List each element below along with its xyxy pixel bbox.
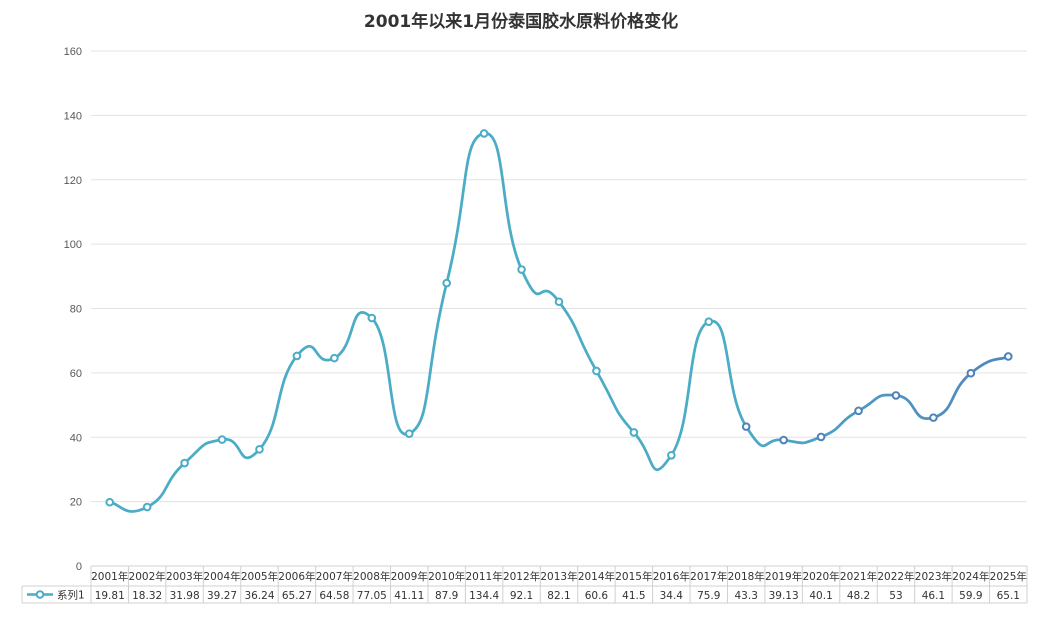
legend-series-name: 系列1 xyxy=(57,589,85,602)
data-point xyxy=(442,278,451,288)
x-category-label: 2017年 xyxy=(690,570,727,583)
data-value-label: 41.5 xyxy=(622,590,645,602)
x-category-label: 2003年 xyxy=(166,570,203,583)
data-point xyxy=(142,502,152,512)
data-value-label: 48.2 xyxy=(847,590,870,602)
data-value-label: 19.81 xyxy=(95,590,125,602)
data-point xyxy=(330,353,339,363)
x-category-label: 2004年 xyxy=(203,570,240,583)
data-value-label: 31.98 xyxy=(170,590,200,602)
data-value-label: 64.58 xyxy=(319,590,349,602)
data-value-label: 75.9 xyxy=(697,590,720,602)
x-category-label: 2009年 xyxy=(391,570,428,583)
x-category-label: 2010年 xyxy=(428,570,465,583)
data-point xyxy=(704,317,714,326)
data-value-label: 43.3 xyxy=(735,590,758,602)
data-point xyxy=(592,366,601,376)
x-category-label: 2012年 xyxy=(503,570,540,583)
x-category-label: 2018年 xyxy=(728,570,765,583)
x-category-label: 2013年 xyxy=(540,570,577,583)
data-value-label: 53 xyxy=(889,590,902,602)
x-category-label: 2022年 xyxy=(877,570,914,583)
data-point xyxy=(1003,352,1013,361)
y-tick-label: 0 xyxy=(76,561,82,573)
data-value-label: 46.1 xyxy=(922,590,945,602)
data-point xyxy=(517,265,526,274)
data-value-label: 40.1 xyxy=(809,590,832,602)
data-value-label: 134.4 xyxy=(469,590,499,602)
data-point xyxy=(629,428,639,437)
y-tick-label: 120 xyxy=(64,175,82,187)
legend-marker xyxy=(35,590,45,599)
y-axis: 0 20 40 60 80 100 120 140 160 xyxy=(64,46,82,573)
data-point xyxy=(854,406,863,416)
data-value-label: 77.05 xyxy=(357,590,387,602)
data-value-label: 65.1 xyxy=(997,590,1020,602)
data-point xyxy=(816,432,826,442)
x-category-label: 2008年 xyxy=(353,570,390,583)
data-value-label: 60.6 xyxy=(585,590,609,602)
y-tick-label: 20 xyxy=(70,497,82,509)
chart-title: 2001年以来1月份泰国胶水原料价格变化 xyxy=(364,11,678,32)
x-category-label: 2007年 xyxy=(316,570,353,583)
data-point xyxy=(105,497,115,507)
y-tick-label: 100 xyxy=(64,239,82,251)
data-point xyxy=(217,435,227,444)
x-category-label: 2020年 xyxy=(802,570,839,583)
data-value-label: 59.9 xyxy=(959,590,982,602)
data-point xyxy=(404,429,414,438)
data-value-label: 92.1 xyxy=(510,590,533,602)
data-points xyxy=(105,129,1013,512)
x-category-label: 2001年 xyxy=(91,570,128,583)
x-category-label: 2024年 xyxy=(952,570,989,583)
data-point xyxy=(180,458,189,468)
x-category-label: 2015年 xyxy=(615,570,652,583)
data-point xyxy=(779,435,788,445)
y-tick-label: 60 xyxy=(70,368,82,380)
x-category-label: 2025年 xyxy=(990,570,1027,583)
data-value-label: 39.13 xyxy=(769,590,799,602)
data-value-label: 18.32 xyxy=(132,590,162,602)
data-point xyxy=(367,313,377,323)
data-value-label: 41.11 xyxy=(394,590,424,602)
data-point xyxy=(255,445,264,454)
data-point xyxy=(554,297,564,307)
x-category-label: 2011年 xyxy=(466,570,503,583)
y-tick-label: 140 xyxy=(64,110,82,122)
data-value-label: 65.27 xyxy=(282,590,312,602)
y-tick-label: 160 xyxy=(64,46,82,58)
data-point xyxy=(966,368,976,378)
x-category-label: 2019年 xyxy=(765,570,802,583)
y-tick-label: 40 xyxy=(70,432,82,444)
data-value-label: 87.9 xyxy=(435,590,458,602)
series-line xyxy=(108,132,1010,513)
x-category-label: 2005年 xyxy=(241,570,278,583)
x-category-label: 2016年 xyxy=(653,570,690,583)
data-value-label: 82.1 xyxy=(547,590,570,602)
x-category-label: 2014年 xyxy=(578,570,615,583)
x-category-label: 2021年 xyxy=(840,570,877,583)
data-value-label: 36.24 xyxy=(244,590,274,602)
series-line-layer xyxy=(108,132,1010,513)
data-point xyxy=(741,422,751,431)
data-point xyxy=(667,450,676,460)
y-tick-label: 80 xyxy=(70,304,82,316)
data-value-label: 34.4 xyxy=(660,590,684,602)
x-category-label: 2023年 xyxy=(915,570,952,583)
data-point xyxy=(292,351,302,361)
gridlines xyxy=(91,50,1027,503)
x-category-label: 2006年 xyxy=(278,570,315,583)
data-point xyxy=(891,391,901,400)
data-point xyxy=(929,413,938,422)
x-category-label: 2002年 xyxy=(129,570,166,583)
data-value-label: 39.27 xyxy=(207,590,237,602)
data-table: 2001年 2002年 2003年 2004年 2005年 2006年 2007年 2008年… xyxy=(21,565,1028,604)
data-point xyxy=(479,129,489,138)
